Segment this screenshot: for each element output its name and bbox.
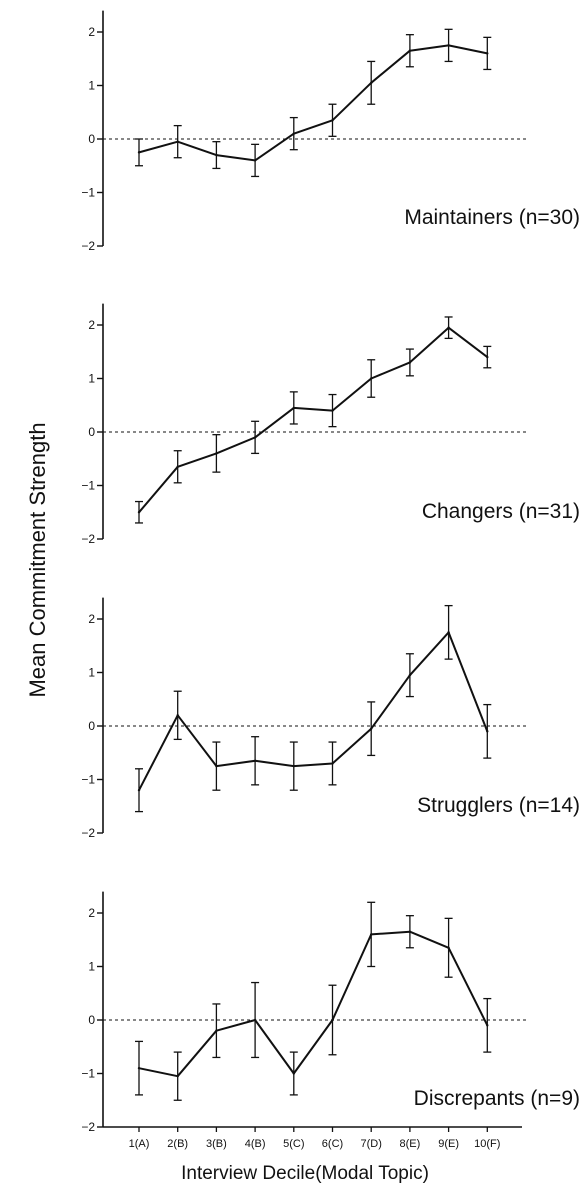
- data-point: [292, 764, 295, 768]
- y-tick-label: 1: [88, 79, 95, 93]
- y-tick-label: −2: [81, 826, 95, 840]
- data-point: [253, 1018, 257, 1022]
- series-line: [138, 44, 488, 162]
- data-point: [486, 730, 489, 733]
- x-tick-label: 2(B): [167, 1138, 188, 1150]
- series-line: [138, 930, 489, 1078]
- x-tick-label: 4(B): [245, 1138, 266, 1150]
- series-line: [138, 631, 489, 791]
- data-point: [370, 81, 373, 85]
- data-point: [408, 930, 412, 933]
- y-tick-label: 2: [88, 906, 95, 920]
- data-point: [253, 436, 257, 439]
- panel-label: Discrepants (n=9): [414, 1087, 580, 1110]
- data-point: [486, 355, 489, 359]
- data-point: [370, 933, 373, 936]
- data-point: [331, 762, 334, 765]
- x-axis: 1(A) 2(B) 3(B) 4(B) 5(C) 6(C) 7(D) 8(E) 9(E) 10(F…: [103, 1126, 522, 1150]
- data-point: [176, 714, 179, 717]
- data-point: [292, 1072, 295, 1075]
- data-point: [447, 631, 450, 634]
- y-tick-label: 0: [88, 425, 95, 439]
- data-point: [176, 465, 179, 468]
- panel-4: −2 −1 0 1 2 Discrepants (n=9) 1(A) 2(B) 3(B) 4(B)…: [81, 891, 580, 1150]
- x-tick-label: 1(A): [129, 1138, 150, 1150]
- series-line: [138, 326, 488, 513]
- x-tick-label: 9(E): [438, 1138, 459, 1150]
- data-point: [176, 1074, 179, 1078]
- panel-label: Strugglers (n=14): [417, 794, 580, 817]
- data-point: [408, 673, 412, 677]
- y-tick-label: 1: [88, 372, 95, 386]
- data-point: [137, 1066, 141, 1070]
- y-tick-label: −1: [81, 186, 95, 200]
- panel-label: Changers (n=31): [422, 500, 580, 523]
- data-point: [215, 1029, 218, 1032]
- panel-3: −2 −1 0 1 2 Strugglers (n=14): [81, 597, 580, 840]
- data-point: [137, 151, 141, 154]
- y-tick-label: −2: [81, 532, 95, 546]
- data-point: [486, 52, 489, 55]
- x-tick-label: 8(E): [400, 1138, 421, 1150]
- data-point: [331, 119, 334, 122]
- data-point: [176, 140, 179, 143]
- data-point: [253, 759, 257, 762]
- y-tick-label: −1: [81, 773, 95, 787]
- data-point: [370, 377, 373, 380]
- y-tick-label: 1: [88, 960, 95, 974]
- y-tick-label: −1: [81, 479, 95, 493]
- panel-label: Maintainers (n=30): [404, 206, 580, 229]
- data-point: [137, 511, 141, 514]
- x-axis-label: Interview Decile(Modal Topic): [181, 1163, 429, 1184]
- data-point: [292, 406, 295, 410]
- data-point: [292, 132, 295, 135]
- y-tick-label: 1: [88, 666, 95, 680]
- panel-2: −2 −1 0 1 2 Changers (n=31): [81, 303, 580, 546]
- data-point: [486, 1024, 489, 1027]
- y-axis-label: Mean Commitment Strength: [25, 422, 50, 697]
- data-point: [447, 946, 450, 949]
- data-point: [215, 764, 218, 768]
- x-tick-label: 10(F): [474, 1138, 500, 1150]
- y-tick-label: 2: [88, 25, 95, 39]
- y-tick-label: 2: [88, 318, 95, 332]
- data-point: [447, 44, 450, 47]
- x-tick-label: 5(C): [283, 1138, 304, 1150]
- y-tick-label: −2: [81, 239, 95, 253]
- y-tick-label: −1: [81, 1067, 95, 1081]
- x-tick-label: 7(D): [361, 1138, 382, 1150]
- y-tick-label: 0: [88, 1013, 95, 1027]
- y-tick-label: 0: [88, 132, 95, 146]
- y-tick-label: 0: [88, 719, 95, 733]
- data-point: [253, 159, 257, 162]
- data-point: [331, 409, 334, 412]
- data-point: [331, 1018, 334, 1022]
- data-point: [447, 326, 450, 329]
- y-tick-label: −2: [81, 1120, 95, 1134]
- y-tick-label: 2: [88, 612, 95, 626]
- x-tick-label: 3(B): [206, 1138, 227, 1150]
- data-point: [370, 727, 373, 730]
- data-point: [408, 361, 412, 364]
- data-point: [215, 452, 218, 455]
- chart-panels: −2 −1 0 1 2 Maintainers (n=30) −2 −1 0 1 2 Changers…: [81, 10, 580, 1150]
- panel-1: −2 −1 0 1 2 Maintainers (n=30): [81, 10, 580, 253]
- x-tick-label: 6(C): [322, 1138, 343, 1150]
- data-point: [137, 789, 141, 792]
- data-point: [408, 49, 412, 52]
- data-point: [215, 153, 218, 157]
